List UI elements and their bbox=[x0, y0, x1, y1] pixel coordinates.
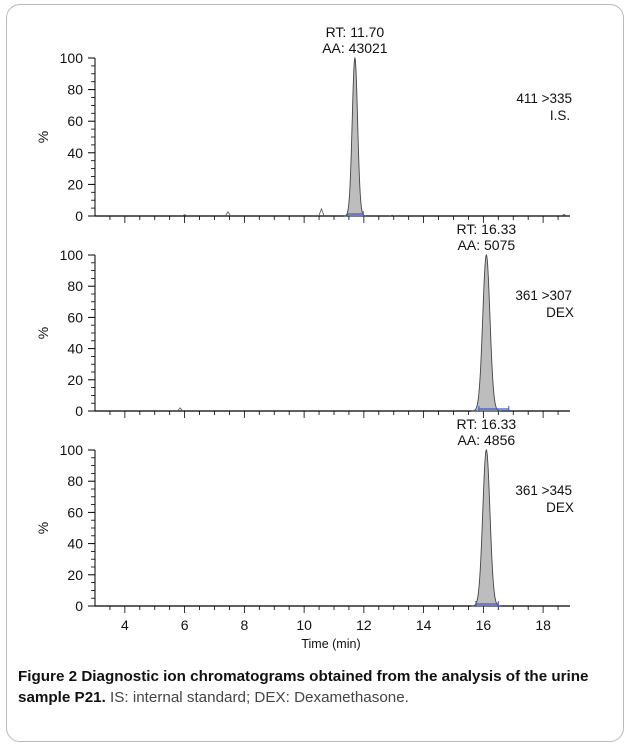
panel-3-y-axis-label: % bbox=[35, 522, 51, 534]
panel-2-minor-peak bbox=[177, 407, 184, 412]
panel-2-main-peak bbox=[471, 253, 501, 412]
figure-frame bbox=[6, 4, 624, 742]
panel-2-peak-aa-label: AA: 5075 bbox=[458, 237, 516, 253]
panel-1-transition-label: 411 >335 bbox=[516, 91, 572, 106]
panel-3-x-tick-label: 16 bbox=[476, 617, 492, 633]
panel-3-main-peak bbox=[471, 448, 501, 607]
panel-3-peak-rt-label: RT: 16.33 bbox=[457, 416, 517, 432]
panel-2-compound-label: DEX bbox=[546, 305, 574, 320]
panel-1-y-axis-label: % bbox=[35, 131, 51, 143]
panel-1-minor-peak bbox=[561, 213, 567, 217]
panel-1-minor-peak bbox=[389, 214, 396, 217]
panel-1-compound-label: I.S. bbox=[550, 108, 570, 123]
panel-1-y-tick-label: 20 bbox=[67, 176, 83, 192]
panel-2-peak-rt-label: RT: 16.33 bbox=[457, 221, 517, 237]
panel-1-minor-peak bbox=[224, 211, 231, 217]
panel-2-y-tick-label: 80 bbox=[67, 278, 83, 294]
panel-1-minor-peak bbox=[318, 207, 325, 217]
panel-2-y-tick-label: 60 bbox=[67, 309, 83, 325]
caption-label: Figure 2 bbox=[18, 668, 78, 685]
panel-3-transition-label: 361 >345 bbox=[515, 483, 572, 498]
panel-3-x-tick-label: 4 bbox=[121, 617, 129, 633]
panel-3-x-tick-label: 14 bbox=[416, 617, 432, 633]
panel-3-x-tick-label: 12 bbox=[356, 617, 372, 633]
panel-3-x-tick-label: 10 bbox=[296, 617, 312, 633]
panel-1-y-tick-label: 100 bbox=[60, 50, 84, 66]
panel-2-y-tick-label: 40 bbox=[67, 341, 83, 357]
panel-3-y-tick-label: 100 bbox=[60, 442, 84, 458]
panel-1-y-tick-label: 80 bbox=[67, 82, 83, 98]
panel-2-transition-label: 361 >307 bbox=[515, 288, 572, 303]
panel-2-y-tick-label: 0 bbox=[75, 403, 83, 419]
panel-3-compound-label: DEX bbox=[546, 500, 574, 515]
panel-3-y-tick-label: 0 bbox=[75, 598, 83, 614]
panel-3-peak-aa-label: AA: 4856 bbox=[458, 432, 516, 448]
panel-3-y-tick-label: 20 bbox=[67, 567, 83, 583]
panel-3-x-tick-label: 18 bbox=[535, 617, 551, 633]
panel-3-y-tick-label: 40 bbox=[67, 536, 83, 552]
panel-1-peak-rt-label: RT: 11.70 bbox=[326, 24, 385, 40]
panel-1-peak-aa-label: AA: 43021 bbox=[322, 40, 388, 56]
panel-1-main-peak bbox=[343, 56, 366, 217]
panel-1-y-tick-label: 60 bbox=[67, 113, 83, 129]
panel-3-x-tick-label: 8 bbox=[240, 617, 248, 633]
panel-2-y-tick-label: 20 bbox=[67, 372, 83, 388]
caption-title: Diagnostic ion chromatograms obtained fr… bbox=[18, 668, 589, 706]
panel-3-x-tick-label: 6 bbox=[181, 617, 189, 633]
panel-1-minor-peak bbox=[181, 214, 188, 217]
panel-1-y-tick-label: 40 bbox=[67, 145, 83, 161]
panel-2-y-tick-label: 100 bbox=[60, 247, 84, 263]
panel-3-y-tick-label: 80 bbox=[67, 473, 83, 489]
caption-text: IS: internal standard; DEX: Dexamethason… bbox=[110, 689, 409, 706]
figure-caption: Figure 2 Diagnostic ion chromatograms ob… bbox=[18, 666, 616, 708]
panel-1-y-tick-label: 0 bbox=[75, 208, 83, 224]
panel-2-y-axis-label: % bbox=[35, 327, 51, 339]
panel-3-y-tick-label: 60 bbox=[67, 504, 83, 520]
panel-3-x-axis-label: Time (min) bbox=[301, 637, 360, 651]
